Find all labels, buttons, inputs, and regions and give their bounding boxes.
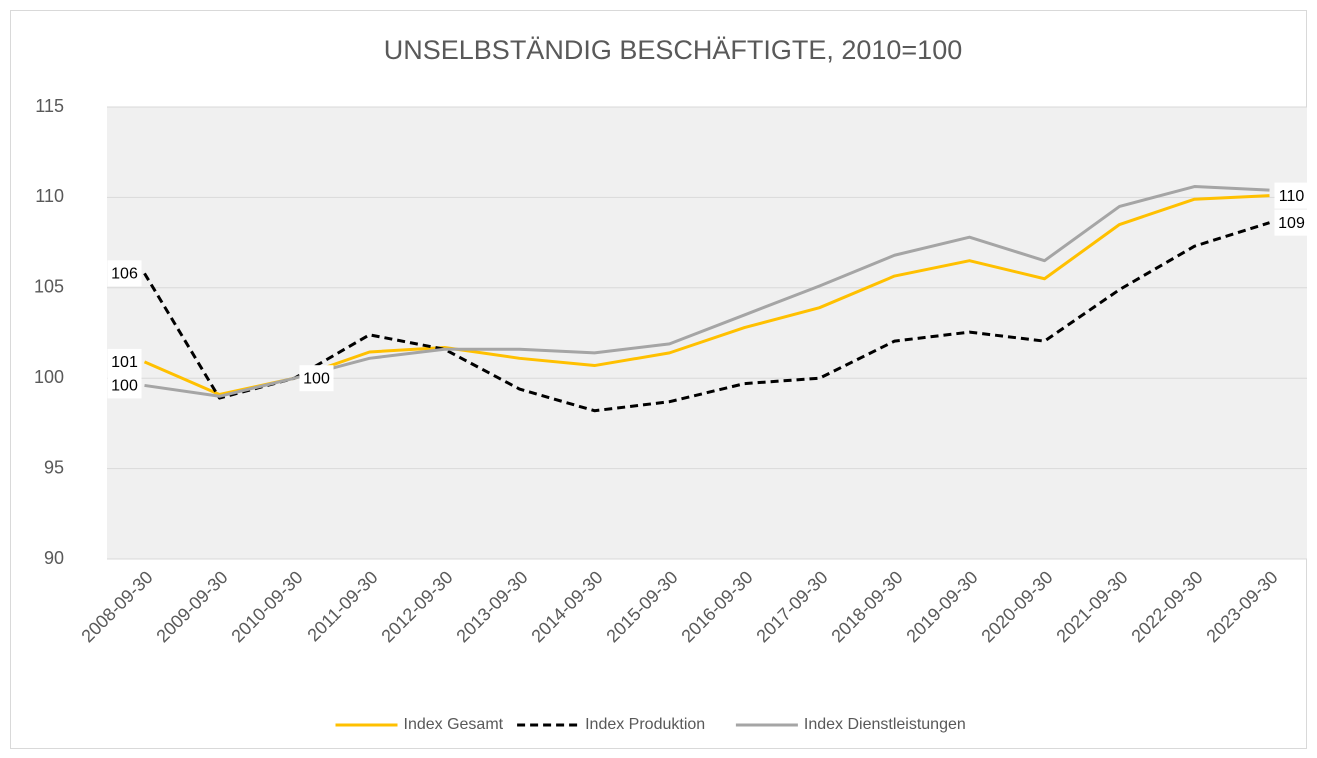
data-label-box [1274,182,1309,209]
legend-label: Index Gesamt [404,716,504,733]
data-label-box [107,372,142,399]
series-line [143,221,1270,413]
data-label-group: 109 [1274,209,1309,236]
series-line [143,194,1270,396]
data-label-box [107,348,142,375]
y-tick-label: 110 [35,186,64,206]
data-label-group: 101 [107,348,142,375]
y-tick-label: 100 [34,367,64,387]
data-label: 100 [303,370,330,387]
data-label-box [107,260,142,287]
data-label-box [1274,209,1309,236]
data-label: 106 [111,266,138,283]
data-label-group: 110 [1274,182,1309,209]
y-tick-label: 105 [34,277,64,297]
legend-label: Index Produktion [585,716,705,733]
data-label-group: 106 [107,260,142,287]
y-tick-label: 90 [44,548,64,568]
data-label-group: 100 [299,365,334,392]
data-label: 109 [1278,215,1305,232]
data-label-group: 100 [107,372,142,399]
data-label-box [299,365,334,392]
data-label: 101 [111,354,138,371]
legend-label: Index Dienstleistungen [804,716,966,733]
data-label: 100 [111,378,138,395]
data-label: 110 [1279,188,1305,205]
y-tick-label: 115 [35,96,64,116]
chart-title: UNSELBSTÄNDIG BESCHÄFTIGTE, 2010=100 [384,35,962,65]
plot-area [107,107,1307,559]
y-tick-label: 95 [44,457,64,477]
